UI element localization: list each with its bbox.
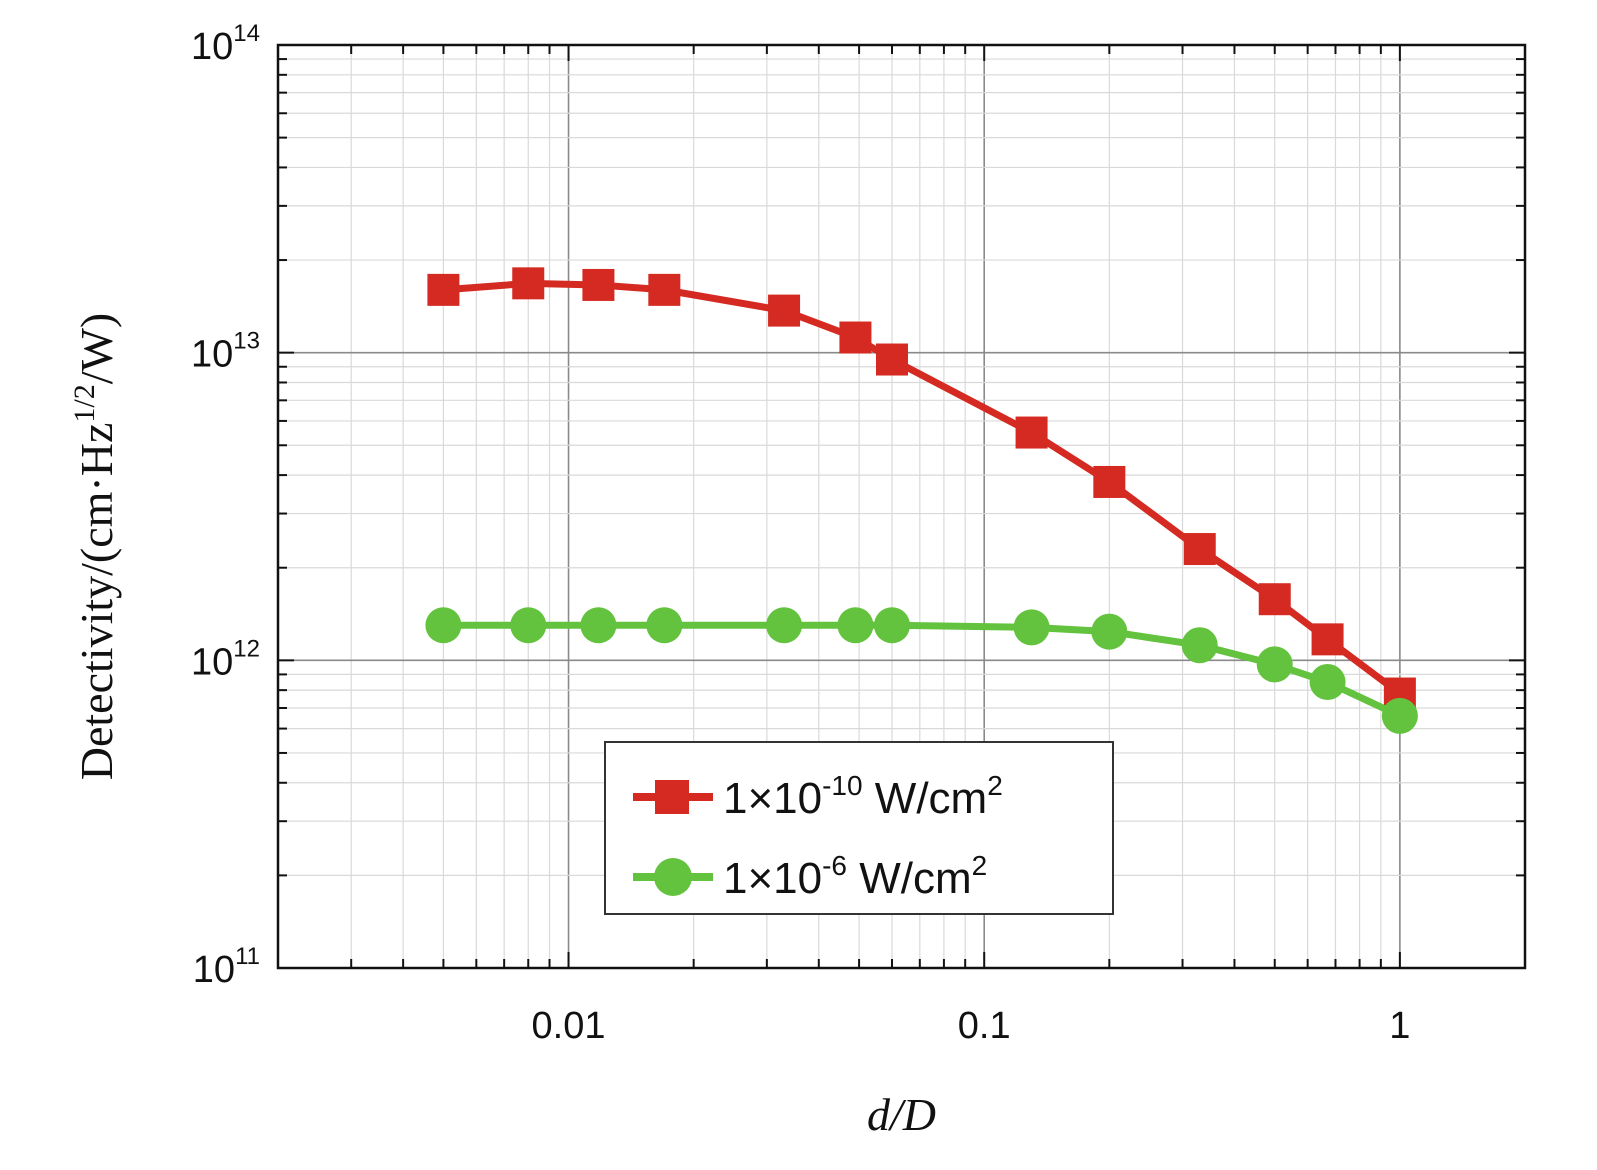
data-point xyxy=(427,273,460,306)
data-point xyxy=(580,607,617,644)
data-point xyxy=(1181,627,1218,664)
data-point xyxy=(425,607,462,644)
y-tick-label: 1014 xyxy=(191,20,260,68)
legend-entry: 1×10-10 W/cm2 xyxy=(633,770,1003,823)
data-point xyxy=(873,607,910,644)
data-point xyxy=(875,343,908,376)
data-point xyxy=(1015,416,1048,449)
data-point xyxy=(510,607,547,644)
x-tick-label: 0.1 xyxy=(958,1005,1011,1047)
legend: 1×10-10 W/cm2 1×10-6 W/cm2 xyxy=(604,741,1114,915)
data-point xyxy=(768,294,801,327)
data-point xyxy=(1093,465,1126,498)
axes xyxy=(276,43,1527,970)
x-tick-label: 0.01 xyxy=(532,1005,606,1047)
data-point xyxy=(582,268,615,301)
legend-entry: 1×10-6 W/cm2 xyxy=(633,850,987,903)
data-point xyxy=(1258,583,1291,616)
y-tick-label: 1013 xyxy=(191,328,260,376)
data-point xyxy=(1311,623,1344,656)
x-axis-title: d/D xyxy=(867,1089,936,1140)
data-point xyxy=(1013,609,1050,646)
legend-marker xyxy=(654,858,692,896)
legend-label: 1×10-6 W/cm2 xyxy=(723,850,987,903)
series-2 xyxy=(425,607,1418,734)
data-point xyxy=(512,267,545,300)
legend-marker xyxy=(655,780,689,814)
data-point xyxy=(648,273,681,306)
data-point xyxy=(837,607,874,644)
y-axis-title: Detectivity/(cm·Hz1/2/W) xyxy=(68,313,122,780)
data-point xyxy=(1309,664,1346,701)
plot-frame xyxy=(276,43,1527,970)
data-point xyxy=(646,607,683,644)
series-layer xyxy=(425,267,1418,734)
y-tick-label: 1012 xyxy=(191,635,260,683)
data-point xyxy=(1183,533,1216,566)
series-1 xyxy=(427,267,1416,710)
x-tick-label: 1 xyxy=(1389,1005,1410,1047)
data-point xyxy=(766,607,803,644)
data-point xyxy=(1381,697,1418,734)
legend-label: 1×10-10 W/cm2 xyxy=(723,770,1003,823)
data-point xyxy=(839,321,872,354)
data-point xyxy=(1091,613,1128,650)
data-point xyxy=(1256,646,1293,683)
y-tick-label: 1011 xyxy=(193,943,260,991)
